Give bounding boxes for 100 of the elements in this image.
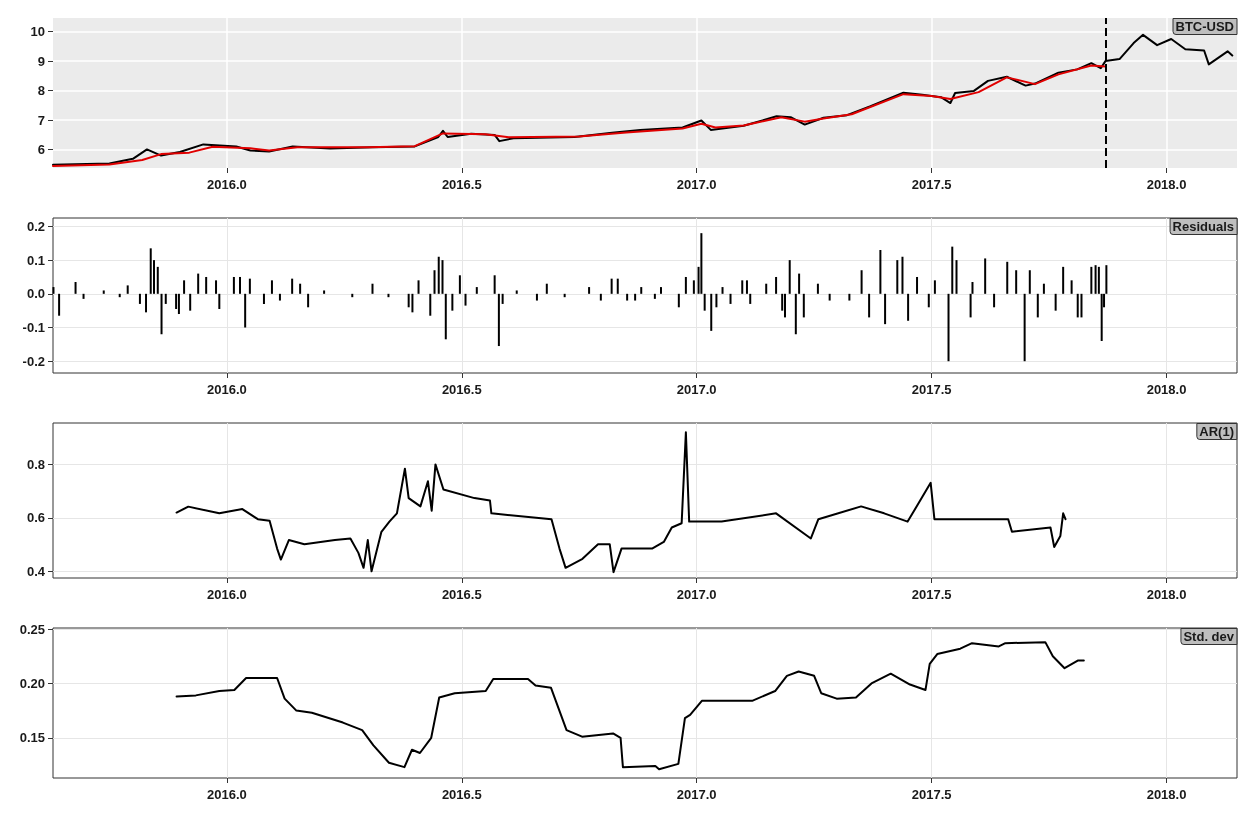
bar — [177, 293, 180, 315]
bar — [545, 283, 548, 294]
x-tick-label: 2016.0 — [206, 177, 247, 192]
bar — [371, 283, 374, 294]
bar — [441, 260, 444, 294]
bar — [411, 293, 414, 313]
bar — [927, 293, 930, 308]
bar — [262, 293, 265, 304]
y-tick-label: 0.4 — [26, 563, 46, 579]
bar — [710, 293, 713, 331]
x-tick-label: 2017.5 — [911, 587, 952, 602]
bar — [433, 270, 436, 294]
line-series — [52, 64, 1107, 167]
x-tick-label: 2018.0 — [1146, 382, 1187, 397]
bar — [802, 293, 805, 318]
bar — [501, 293, 504, 304]
bar — [1036, 293, 1039, 318]
bar — [993, 293, 996, 308]
bar — [164, 293, 167, 304]
bar — [729, 293, 732, 304]
bar — [145, 293, 148, 313]
bar — [616, 278, 619, 294]
bar — [444, 293, 447, 340]
bar — [721, 287, 724, 294]
bar — [798, 273, 801, 294]
bar — [1062, 266, 1065, 294]
bar — [244, 293, 247, 328]
bar — [1090, 266, 1093, 294]
bar — [156, 266, 159, 294]
bar — [270, 280, 273, 294]
bar — [1076, 293, 1079, 318]
bar — [816, 283, 819, 294]
y-tick-label: 0.15 — [19, 730, 45, 746]
bar — [984, 258, 987, 294]
bar — [879, 250, 882, 294]
bar — [901, 256, 904, 294]
bar — [610, 278, 613, 294]
bar — [138, 293, 141, 304]
y-tick-label: 0.2 — [26, 218, 45, 234]
y-tick-label: -0.2 — [22, 353, 45, 369]
bar — [659, 287, 662, 294]
x-tick-label: 2016.0 — [206, 382, 247, 397]
bar — [692, 280, 695, 294]
bar — [828, 293, 831, 301]
y-tick-label: 0.25 — [19, 621, 45, 637]
bar — [248, 278, 251, 294]
bar — [788, 260, 791, 294]
bar — [955, 260, 958, 294]
bar — [458, 275, 461, 294]
bar — [1015, 270, 1018, 294]
chart-title: BTC-USD — [1175, 19, 1235, 34]
x-tick-label: 2018.0 — [1146, 587, 1187, 602]
bar — [1054, 293, 1057, 311]
bar — [218, 293, 221, 309]
x-tick-label: 2017.0 — [676, 787, 717, 802]
x-tick-label: 2017.5 — [911, 382, 952, 397]
bar — [715, 293, 718, 308]
y-tick-label: 0.1 — [26, 252, 45, 268]
y-tick-label: 7 — [37, 112, 45, 128]
bar — [745, 280, 748, 294]
bar — [102, 290, 105, 294]
bar — [775, 276, 778, 294]
bar — [848, 293, 851, 301]
bar — [197, 273, 200, 294]
bar — [784, 293, 787, 318]
bar — [947, 293, 950, 362]
x-tick-label: 2016.0 — [206, 587, 247, 602]
bar — [653, 293, 656, 299]
x-tick-label: 2016.5 — [441, 787, 482, 802]
y-tick-label: 10 — [30, 24, 45, 40]
bar — [160, 293, 163, 335]
bar — [407, 293, 410, 308]
bar — [588, 287, 591, 294]
bar — [599, 293, 602, 301]
bar — [1097, 266, 1100, 294]
bar — [291, 278, 294, 294]
y-tick-label: -0.1 — [22, 320, 45, 336]
bar — [1070, 280, 1073, 294]
line-series — [175, 641, 1085, 771]
x-tick-label: 2016.5 — [441, 177, 482, 192]
x-tick-label: 2016.5 — [441, 587, 482, 602]
chart-title: Std. dev — [1183, 629, 1235, 644]
x-tick-label: 2016.0 — [206, 787, 247, 802]
bar — [535, 293, 538, 301]
bar — [626, 293, 629, 301]
bar — [700, 233, 703, 294]
x-tick-label: 2017.5 — [911, 787, 952, 802]
bar — [1100, 293, 1103, 341]
x-tick-label: 2016.5 — [441, 382, 482, 397]
bar — [451, 293, 454, 311]
bar — [916, 276, 919, 294]
bar — [741, 280, 744, 294]
bar — [82, 293, 85, 299]
bar — [1042, 283, 1045, 294]
bar — [794, 293, 797, 335]
bar — [703, 293, 706, 311]
bar — [951, 246, 954, 294]
y-tick-label: 0.8 — [26, 456, 45, 472]
y-tick-label: 6 — [37, 142, 45, 158]
chart-title: Residuals — [1172, 219, 1235, 234]
